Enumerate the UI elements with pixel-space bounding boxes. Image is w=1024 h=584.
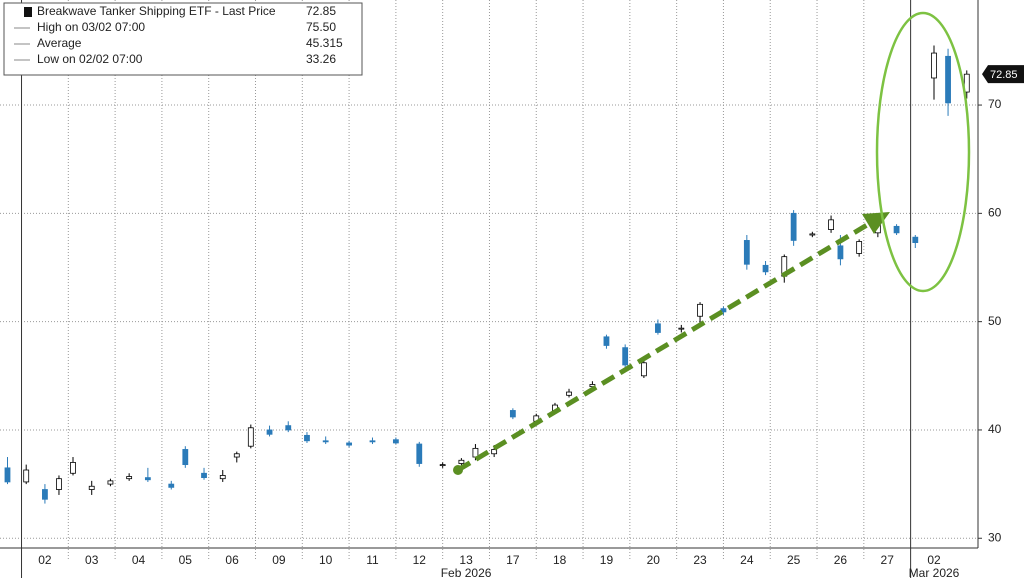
- candle-body: [697, 303, 703, 317]
- candle-body: [247, 427, 254, 447]
- month-label: Mar 2026: [909, 566, 960, 579]
- candle-body: [491, 449, 498, 455]
- x-tick-label: 03: [85, 553, 99, 567]
- candle-body: [201, 472, 207, 479]
- legend: Breakwave Tanker Shipping ETF - Last Pri…: [3, 2, 363, 76]
- candle-body: [126, 476, 133, 480]
- candle-body: [88, 485, 95, 490]
- x-tick-label: 10: [319, 553, 333, 567]
- y-tick-label: 50: [988, 314, 1002, 328]
- candle-body: [416, 443, 423, 464]
- legend-box: [3, 2, 363, 76]
- legend-swatch: [24, 7, 32, 17]
- candle-body: [233, 453, 240, 458]
- candle-body: [439, 464, 446, 467]
- candle-body: [369, 440, 376, 443]
- x-tick-label: 12: [413, 553, 427, 567]
- legend-label: High on 03/02 07:00: [37, 20, 145, 34]
- candle-body: [622, 347, 629, 366]
- x-tick-label: 11: [366, 553, 379, 567]
- x-tick-label: 25: [787, 553, 801, 567]
- candle-body: [837, 245, 844, 260]
- last-price-label: 72.85: [990, 69, 1018, 81]
- candle-body: [168, 483, 175, 488]
- x-tick-label: 23: [693, 553, 707, 567]
- candle-body: [322, 440, 329, 443]
- candle-body: [392, 439, 399, 444]
- candle-body: [70, 462, 76, 474]
- x-tick-label: 20: [647, 553, 661, 567]
- candle-body: [219, 475, 226, 480]
- last-price-tag: [982, 65, 1024, 84]
- arrow-start: [453, 465, 463, 475]
- y-tick-label: 30: [988, 530, 1002, 544]
- legend-value: 72.85: [306, 4, 336, 18]
- candle-body: [655, 323, 661, 333]
- candle-body: [4, 467, 11, 483]
- y-tick-label: 40: [988, 422, 1002, 436]
- candle-body: [603, 336, 610, 346]
- candle-body: [182, 449, 189, 466]
- candle-body: [790, 212, 797, 241]
- legend-value: 45.315: [306, 36, 343, 50]
- candle-body: [285, 425, 292, 431]
- x-tick-label: 02: [38, 553, 52, 567]
- highlight-ellipse: [875, 11, 971, 293]
- candle-body: [266, 429, 273, 435]
- candle-body: [743, 240, 750, 265]
- x-tick-label: 24: [740, 553, 754, 567]
- x-tick-label: 05: [179, 553, 193, 567]
- candle-body: [945, 55, 951, 104]
- candle-body: [809, 233, 816, 236]
- legend-label: Breakwave Tanker Shipping ETF - Last Pri…: [37, 4, 276, 18]
- annotations: [453, 11, 971, 475]
- candle-body: [458, 459, 465, 464]
- candle-body: [893, 225, 900, 234]
- candle-body: [107, 480, 114, 485]
- legend-value: 33.26: [306, 52, 336, 66]
- candle-body: [346, 442, 352, 446]
- y-tick-label: 60: [988, 206, 1002, 220]
- legend-label: Low on 02/02 07:00: [37, 52, 143, 66]
- x-tick-label: 04: [132, 553, 146, 567]
- candle-body: [912, 236, 919, 243]
- candle-body: [509, 410, 516, 418]
- y-tick-label: 70: [988, 97, 1002, 111]
- trend-arrow: [456, 219, 874, 473]
- x-tick-label: 09: [272, 553, 286, 567]
- x-tick-label: 19: [600, 553, 614, 567]
- candle-body: [828, 219, 834, 230]
- x-tick-label: 17: [506, 553, 520, 567]
- x-tick-label: 06: [225, 553, 239, 567]
- candles: [4, 45, 970, 504]
- legend-value: 75.50: [306, 20, 336, 34]
- candle-body: [678, 327, 685, 330]
- candle-body: [23, 469, 30, 483]
- x-tick-label: 13: [459, 553, 473, 567]
- legend-label: Average: [37, 36, 82, 50]
- candle-body: [56, 478, 62, 490]
- candle-body: [931, 52, 937, 79]
- candle-body: [144, 477, 151, 481]
- candle-body: [304, 434, 310, 442]
- x-tick-label: 18: [553, 553, 567, 567]
- month-label: Feb 2026: [441, 566, 492, 579]
- candle-body: [762, 264, 769, 273]
- x-tick-label: 02: [927, 553, 941, 567]
- candle-body: [42, 489, 48, 500]
- grid: 30 40 50 60 70 02 03 04 05 06 09 10 11 12 13 17 18 19 20 23…: [0, 0, 1002, 580]
- x-tick-label: 26: [834, 553, 848, 567]
- candle-body: [566, 391, 572, 396]
- x-tick-label: 27: [881, 553, 895, 567]
- candle-body: [856, 241, 863, 254]
- candle-body: [640, 362, 647, 377]
